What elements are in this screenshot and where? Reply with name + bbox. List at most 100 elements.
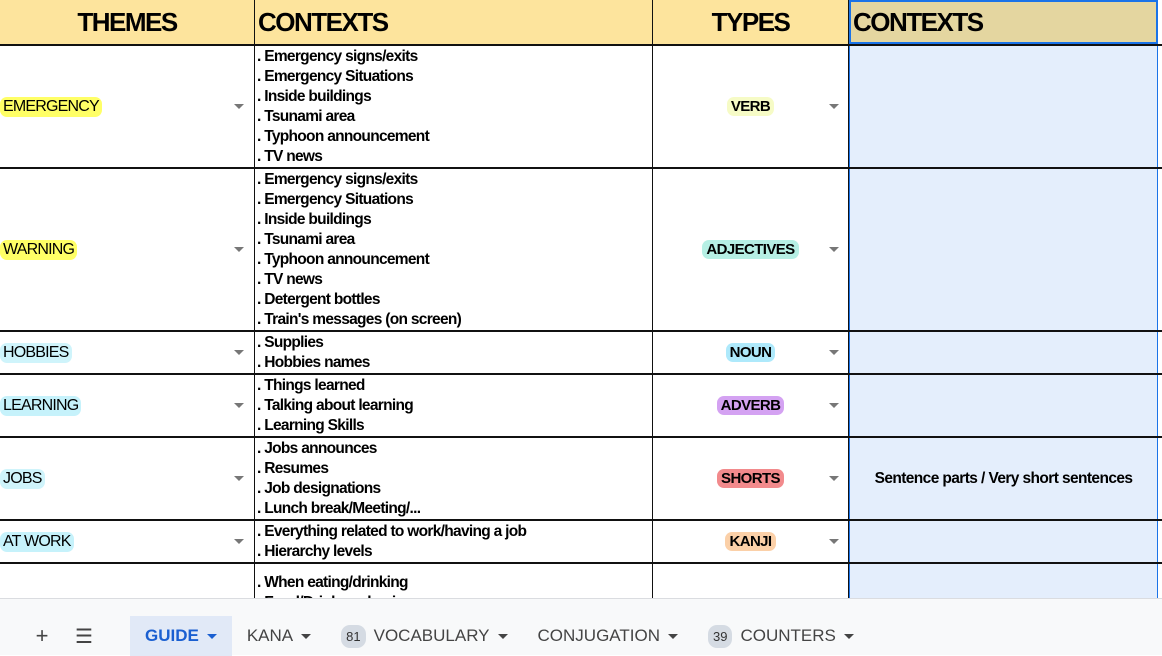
header-types[interactable]: TYPES [653,0,849,44]
contexts-cell[interactable]: . Everything related to work/having a jo… [255,521,653,562]
dropdown-arrow-icon[interactable] [829,104,839,109]
type-cell[interactable]: ADJECTIVES [653,169,849,330]
caret-down-icon[interactable] [843,633,854,639]
context-line: . Lunch break/Meeting/... [257,499,421,517]
notes-cell[interactable] [849,564,1158,598]
theme-cell[interactable]: HOBBIES [0,332,255,373]
type-chip: NOUN [725,343,776,362]
spreadsheet-grid: THEMES CONTEXTS TYPES CONTEXTS EMERGENCY… [0,0,1162,598]
caret-down-icon[interactable] [667,633,678,639]
header-contexts-2[interactable]: CONTEXTS [849,0,1158,44]
sheet-tab-kana[interactable]: KANA [232,616,326,656]
dropdown-arrow-icon[interactable] [234,247,244,252]
type-chip: ADJECTIVES [702,240,799,259]
tab-badge: 39 [707,624,733,648]
context-line: . Hobbies names [257,353,370,371]
dropdown-arrow-icon[interactable] [234,104,244,109]
context-line: . TV news [257,270,323,288]
table-row: JOBS . Jobs announces . Resumes . Job desi… [0,438,1162,521]
type-chip: SHORTS [717,469,784,488]
context-line: . Food/Drink packagings [257,593,422,598]
contexts-cell[interactable]: . When eating/drinking . Food/Drink packa… [255,564,653,598]
theme-chip: JOBS [0,468,45,489]
context-line: . Emergency Situations [257,67,414,85]
theme-cell[interactable]: EMERGENCY [0,46,255,167]
contexts-cell[interactable]: . Things learned . Talking about learning… [255,375,653,436]
contexts-cell[interactable]: . Jobs announces . Resumes . Job designati… [255,438,653,519]
menu-icon[interactable]: ☰ [75,625,93,648]
context-line: . Emergency signs/exits [257,47,418,65]
dropdown-arrow-icon[interactable] [234,350,244,355]
tab-label: COUNTERS [740,626,836,645]
dropdown-arrow-icon[interactable] [829,476,839,481]
contexts-cell[interactable]: . Emergency signs/exits . Emergency Situa… [255,46,653,167]
context-line: . Things learned [257,376,365,394]
context-line: . Tsunami area [257,107,355,125]
contexts-cell[interactable]: . Supplies . Hobbies names [255,332,653,373]
type-cell[interactable]: ADVERB [653,375,849,436]
dropdown-arrow-icon[interactable] [234,403,244,408]
notes-cell[interactable]: Sentence parts / Very short sentences [849,438,1158,519]
tab-label: KANA [246,626,294,645]
header-contexts[interactable]: CONTEXTS [255,0,653,44]
context-line: . Inside buildings [257,210,372,228]
notes-cell[interactable] [849,46,1158,167]
table-row: FOOD/DRINK . When eating/drinking . Food/… [0,564,1162,598]
tab-label: GUIDE [145,626,199,645]
plus-icon[interactable]: + [35,623,49,648]
type-cell[interactable]: PRONOUN [653,564,849,598]
contexts-cell[interactable]: . Emergency signs/exits . Emergency Situa… [255,169,653,330]
type-cell[interactable]: SHORTS [653,438,849,519]
type-cell[interactable]: KANJI [653,521,849,562]
theme-cell[interactable]: AT WORK [0,521,255,562]
theme-cell[interactable]: WARNING [0,169,255,330]
theme-cell[interactable]: JOBS [0,438,255,519]
sheet-tab-vocabulary[interactable]: 81 VOCABULARY [326,616,522,656]
theme-cell[interactable]: FOOD/DRINK [0,564,255,598]
context-line: . Resumes [257,459,329,477]
dropdown-arrow-icon[interactable] [234,476,244,481]
context-line: . Job designations [257,479,381,497]
dropdown-arrow-icon[interactable] [234,539,244,544]
table-row: HOBBIES . Supplies . Hobbies names NOUN [0,332,1162,375]
context-line: . Tsunami area [257,230,355,248]
context-line: . Typhoon announcement [257,127,430,145]
dropdown-arrow-icon[interactable] [829,247,839,252]
dropdown-arrow-icon[interactable] [829,403,839,408]
theme-chip: LEARNING [0,395,82,416]
sheet-tab-counters[interactable]: 39 COUNTERS [693,616,869,656]
caret-down-icon[interactable] [301,633,312,639]
header-row: THEMES CONTEXTS TYPES CONTEXTS [0,0,1162,46]
sheet-tab-guide[interactable]: GUIDE [130,616,232,656]
context-line: . Inside buildings [257,87,372,105]
theme-cell[interactable]: LEARNING [0,375,255,436]
notes-cell[interactable] [849,521,1158,562]
dropdown-arrow-icon[interactable] [829,539,839,544]
context-line: . Detergent bottles [257,290,380,308]
caret-down-icon[interactable] [497,633,508,639]
sheet-tab-conjugation[interactable]: CONJUGATION [523,616,693,656]
context-line: . When eating/drinking [257,574,408,591]
context-line: . Everything related to work/having a jo… [257,522,527,540]
notes-cell[interactable] [849,375,1158,436]
type-chip: KANJI [725,532,776,551]
table-row: EMERGENCY . Emergency signs/exits. Emerg… [0,46,1162,169]
caret-down-icon[interactable] [206,633,217,639]
dropdown-arrow-icon[interactable] [829,350,839,355]
context-line: . Emergency Situations [257,190,414,208]
tab-badge: 81 [341,624,366,648]
tab-label: VOCABULARY [373,626,490,645]
header-themes[interactable]: THEMES [0,0,255,44]
notes-cell[interactable] [849,332,1158,373]
context-line: . Jobs announces [257,439,377,457]
context-line: . Talking about learning [257,396,414,414]
theme-chip: EMERGENCY [0,96,102,117]
type-chip: VERB [726,97,775,116]
type-cell[interactable]: VERB [653,46,849,167]
theme-chip: HOBBIES [0,342,72,363]
context-line: . TV news [257,147,323,165]
context-line: . Typhoon announcement [257,250,430,268]
notes-cell[interactable] [849,169,1158,330]
type-cell[interactable]: NOUN [653,332,849,373]
context-line: . Train's messages (on screen) [257,310,462,328]
